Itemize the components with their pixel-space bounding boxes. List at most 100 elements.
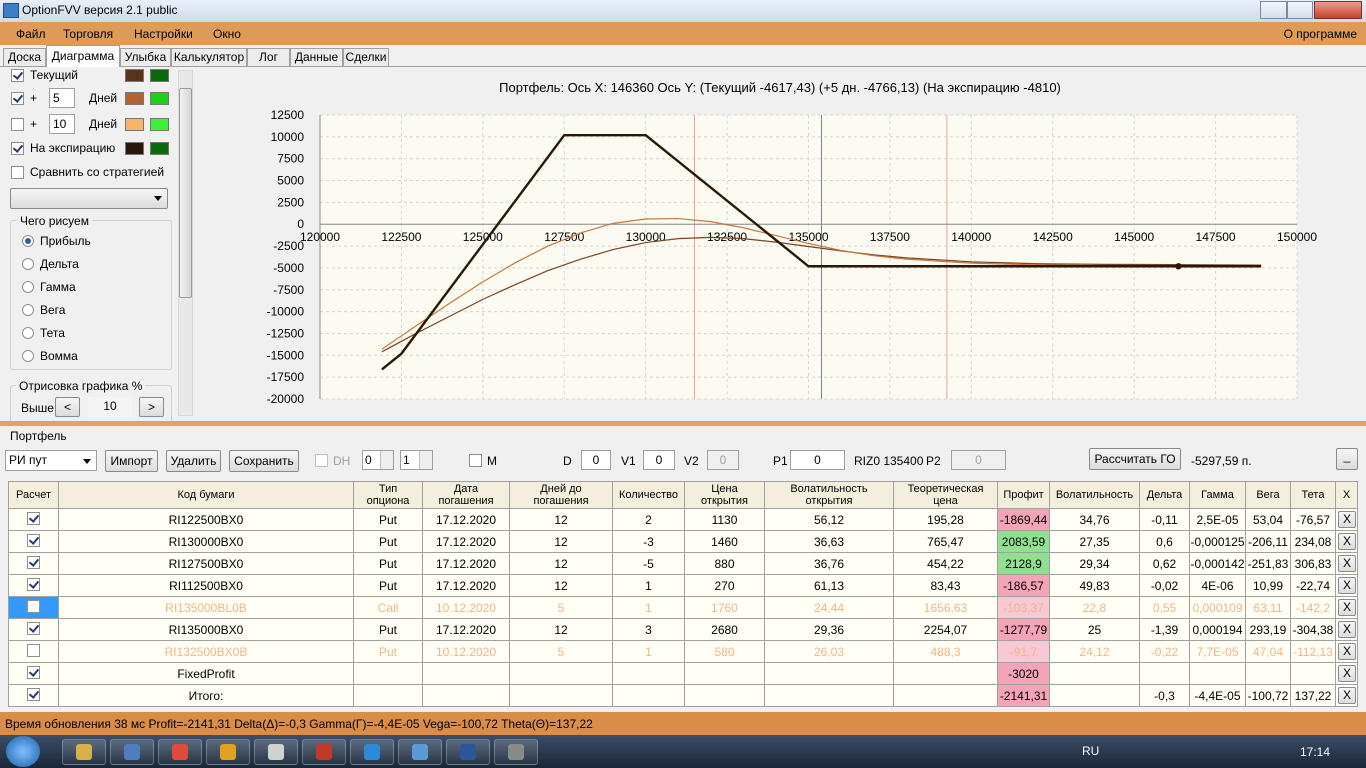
prev-button[interactable]: <	[55, 397, 80, 417]
tab[interactable]: Диаграмма	[46, 45, 120, 67]
table-row[interactable]: RI135000BL0B Call 10.12.2020 5 1 1760 24,44 165…	[8, 596, 1358, 619]
delete-button[interactable]: X	[1338, 555, 1356, 572]
radio[interactable]	[22, 235, 34, 247]
column-header[interactable]: Расчет	[8, 481, 59, 509]
column-header[interactable]: Количество	[612, 481, 685, 509]
checkbox[interactable]	[11, 92, 24, 105]
field-input[interactable]: 0	[643, 450, 675, 470]
close-button[interactable]	[1314, 1, 1362, 19]
color-swatch[interactable]	[150, 92, 169, 105]
color-swatch[interactable]	[150, 118, 169, 131]
table-row[interactable]: FixedProfit -3020 X	[8, 662, 1358, 685]
table-row[interactable]: RI112500BX0 Put 17.12.2020 12 1 270 61,13 83,43…	[8, 574, 1358, 597]
toolbar-button[interactable]: Импорт	[105, 450, 158, 472]
tab[interactable]: Доска	[3, 48, 46, 67]
menu-item[interactable]: О программе	[1283, 27, 1357, 41]
checkbox[interactable]	[27, 534, 40, 547]
days-input[interactable]: 5	[49, 88, 75, 108]
table-row[interactable]: RI130000BX0 Put 17.12.2020 12 -3 1460 36,63 765…	[8, 530, 1358, 553]
toolbar-button[interactable]: Сохранить	[229, 450, 299, 472]
checkbox[interactable]	[27, 578, 40, 591]
column-header[interactable]: Код бумаги	[58, 481, 354, 509]
checkbox[interactable]	[11, 118, 24, 131]
radio[interactable]	[22, 350, 34, 362]
tab[interactable]: Сделки	[343, 48, 389, 67]
strategy-dropdown[interactable]	[10, 188, 168, 209]
field-input[interactable]: 0	[790, 450, 845, 470]
menu-item[interactable]: Окно	[213, 27, 241, 41]
tab[interactable]: Данные	[290, 48, 343, 67]
spin-box[interactable]: 0	[362, 450, 394, 470]
checkbox[interactable]	[27, 644, 40, 657]
field-input[interactable]: 0	[707, 450, 739, 470]
collapse-button[interactable]: _	[1336, 448, 1358, 470]
menu-item[interactable]: Файл	[16, 27, 46, 41]
calc-cell[interactable]	[8, 552, 59, 575]
column-header[interactable]: Дата погашения	[422, 481, 510, 509]
delete-button[interactable]: X	[1338, 533, 1356, 550]
scrollbar-thumb[interactable]	[179, 88, 192, 298]
color-swatch[interactable]	[150, 142, 169, 155]
column-header[interactable]: Теоретическая цена	[893, 481, 998, 509]
checkbox[interactable]	[469, 454, 482, 467]
calc-cell[interactable]	[8, 684, 59, 707]
checkbox[interactable]	[11, 69, 24, 82]
menu-item[interactable]: Торговля	[63, 27, 114, 41]
checkbox[interactable]	[27, 600, 40, 613]
checkbox[interactable]	[11, 166, 24, 179]
field-input[interactable]: 0	[951, 450, 1006, 470]
taskbar-icon[interactable]	[206, 739, 250, 765]
table-row[interactable]: RI132500BX0B Put 10.12.2020 5 1 580 26,03 488,3…	[8, 640, 1358, 663]
start-button[interactable]	[6, 736, 40, 767]
calc-cell[interactable]	[8, 618, 59, 641]
tab[interactable]: Улыбка	[120, 48, 171, 67]
calc-cell[interactable]	[8, 530, 59, 553]
checkbox[interactable]	[11, 142, 24, 155]
menu-item[interactable]: Настройки	[134, 27, 193, 41]
calc-cell[interactable]	[8, 662, 59, 685]
delete-button[interactable]: X	[1338, 577, 1356, 594]
clock[interactable]: 17:14	[1300, 745, 1331, 759]
calc-button[interactable]: Рассчитать ГО	[1089, 448, 1181, 470]
column-header[interactable]: Дней до погашения	[509, 481, 613, 509]
color-swatch[interactable]	[150, 69, 169, 82]
column-header[interactable]: Волатильность	[1049, 481, 1140, 509]
delete-button[interactable]: X	[1338, 665, 1356, 682]
spin-box[interactable]: 1	[400, 450, 433, 470]
percent-value[interactable]: 10	[88, 397, 132, 417]
calc-cell[interactable]	[8, 508, 59, 531]
checkbox[interactable]	[315, 454, 328, 467]
next-button[interactable]: >	[139, 397, 164, 417]
table-row[interactable]: Итого: -2141,31 -0,3 -4,4E-05 -100,72 137,22 X	[8, 684, 1358, 707]
checkbox[interactable]	[27, 556, 40, 569]
color-swatch[interactable]	[125, 142, 144, 155]
spin-buttons[interactable]	[380, 451, 393, 469]
spin-buttons[interactable]	[419, 451, 432, 469]
checkbox[interactable]	[27, 512, 40, 525]
minimize-button[interactable]	[1260, 1, 1287, 19]
days-input[interactable]: 10	[49, 114, 75, 134]
color-swatch[interactable]	[125, 92, 144, 105]
maximize-button[interactable]	[1287, 1, 1313, 19]
calc-cell[interactable]	[8, 596, 59, 619]
radio[interactable]	[22, 258, 34, 270]
column-header[interactable]: X	[1335, 481, 1358, 509]
splitter[interactable]	[0, 421, 1366, 426]
portfolio-select[interactable]: РИ пут	[5, 450, 97, 471]
column-header[interactable]: Дельта	[1139, 481, 1190, 509]
delete-button[interactable]: X	[1338, 511, 1356, 528]
color-swatch[interactable]	[125, 118, 144, 131]
calc-cell[interactable]	[8, 574, 59, 597]
column-header[interactable]: Гамма	[1189, 481, 1246, 509]
language-indicator[interactable]: RU	[1082, 744, 1100, 758]
delete-button[interactable]: X	[1338, 599, 1356, 616]
checkbox[interactable]	[27, 622, 40, 635]
toolbar-button[interactable]: Удалить	[166, 450, 221, 472]
delete-button[interactable]: X	[1338, 643, 1356, 660]
color-swatch[interactable]	[125, 69, 144, 82]
column-header[interactable]: Волатильность открытия	[764, 481, 894, 509]
radio[interactable]	[22, 327, 34, 339]
column-header[interactable]: Цена открытия	[684, 481, 765, 509]
column-header[interactable]: Вега	[1245, 481, 1291, 509]
tab[interactable]: Калькулятор	[171, 48, 247, 67]
